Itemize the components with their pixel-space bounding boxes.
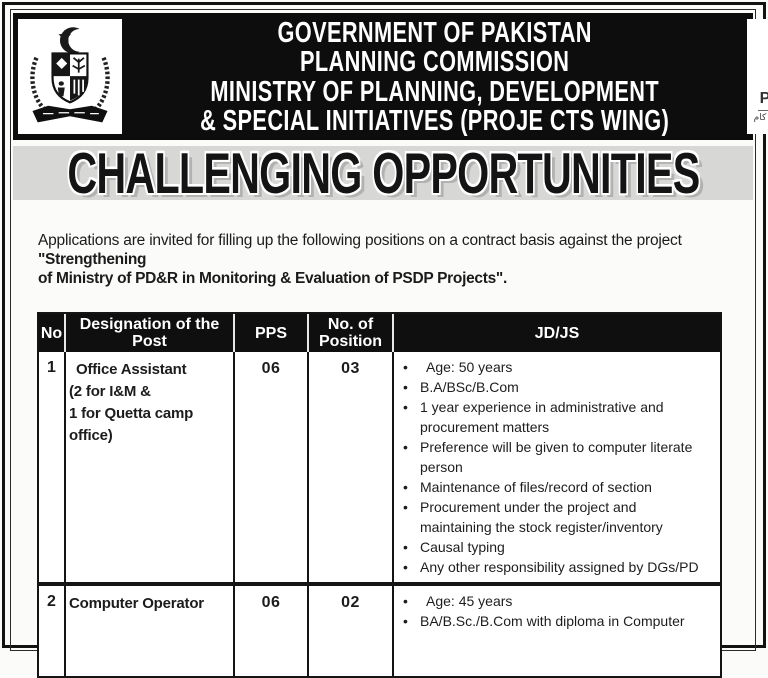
banner: CHALLENGING OPPORTUNITIES xyxy=(13,146,753,200)
jd-item: Causal typing xyxy=(394,537,714,557)
masthead-line-3: MINISTRY OF PLANNING, DEVELOPMENT xyxy=(210,75,659,108)
table-row: 1 Office Assistant (2 for I&M & 1 for Qu… xyxy=(39,352,720,586)
jobs-table: No Designation of the Post PPS No. of Po… xyxy=(37,312,722,678)
row2-jdjs-list: Age: 45 years BA/B.Sc./B.Com with diplom… xyxy=(394,586,720,676)
jd-item: Age: 50 years xyxy=(394,357,714,377)
banner-title: CHALLENGING OPPORTUNITIES xyxy=(66,146,700,200)
uraan-logo-word1: URAAN xyxy=(747,76,768,90)
table-row: 2 Computer Operator 06 02 Age: 45 years … xyxy=(39,586,720,676)
intro-paragraph: Applications are invited for filling up … xyxy=(13,216,753,297)
jd-item: Maintenance of files/record of section xyxy=(394,477,714,497)
uraan-pakistan-logo: URAAN PAKISTAN اونچی ہے اڑان، بڑا ہے کام xyxy=(747,19,768,134)
col-header-jdjs: JD/JS xyxy=(534,324,580,342)
col-header-no: No xyxy=(39,314,66,352)
masthead-line-2: PLANNING COMMISSION xyxy=(300,46,570,78)
col-header-positions: No. of Position xyxy=(309,314,394,352)
row2-designation: Computer Operator xyxy=(66,586,235,676)
jd-item: Procurement under the project and mainta… xyxy=(394,497,714,537)
masthead-titles: GOVERNMENT OF PAKISTAN PLANNING COMMISSI… xyxy=(122,17,747,137)
advertisement: GOVERNMENT OF PAKISTAN PLANNING COMMISSI… xyxy=(13,13,768,678)
masthead-line-1: GOVERNMENT OF PAKISTAN xyxy=(277,16,592,49)
row1-jdjs-list: Age: 50 years B.A/BSc/B.Com 1 year exper… xyxy=(394,352,720,582)
masthead-line-4: & SPECIAL INITIATIVES (PROJE CTS WING) xyxy=(200,105,670,137)
jd-item: Preference will be given to computer lit… xyxy=(394,437,714,477)
row1-pps: 06 xyxy=(235,352,309,582)
col-header-designation: Designation of the Post xyxy=(66,314,235,352)
intro-text: Applications are invited for filling up … xyxy=(38,231,682,249)
row1-designation: Office Assistant (2 for I&M & 1 for Quet… xyxy=(66,352,235,582)
jd-item: BA/B.Sc./B.Com with diploma in Computer xyxy=(394,611,714,631)
uraan-logo-word2: PAKISTAN xyxy=(759,90,768,107)
row2-no: 2 xyxy=(39,586,66,676)
row2-pps: 06 xyxy=(235,586,309,676)
jd-item: Age: 45 years xyxy=(394,591,714,611)
table-header-row: No Designation of the Post PPS No. of Po… xyxy=(39,314,720,352)
pakistan-emblem-box xyxy=(18,19,122,134)
jd-item: 1 year experience in administrative and … xyxy=(394,397,714,437)
pakistan-emblem-icon xyxy=(30,26,110,122)
col-header-pps: PPS xyxy=(235,314,309,352)
uraan-urdu-tagline: اونچی ہے اڑان، بڑا ہے کام xyxy=(753,113,768,123)
row2-positions: 02 xyxy=(309,586,394,676)
row1-no: 1 xyxy=(39,352,66,582)
masthead: GOVERNMENT OF PAKISTAN PLANNING COMMISSI… xyxy=(13,13,768,140)
uraan-logo-divider xyxy=(758,110,768,111)
intro-project-name: "Strengthening of Ministry of PD&R in Mo… xyxy=(38,250,507,287)
row1-positions: 03 xyxy=(309,352,394,582)
jd-item: B.A/BSc/B.Com xyxy=(394,377,714,397)
jd-item: Any other responsibility assigned by DGs… xyxy=(394,557,714,577)
